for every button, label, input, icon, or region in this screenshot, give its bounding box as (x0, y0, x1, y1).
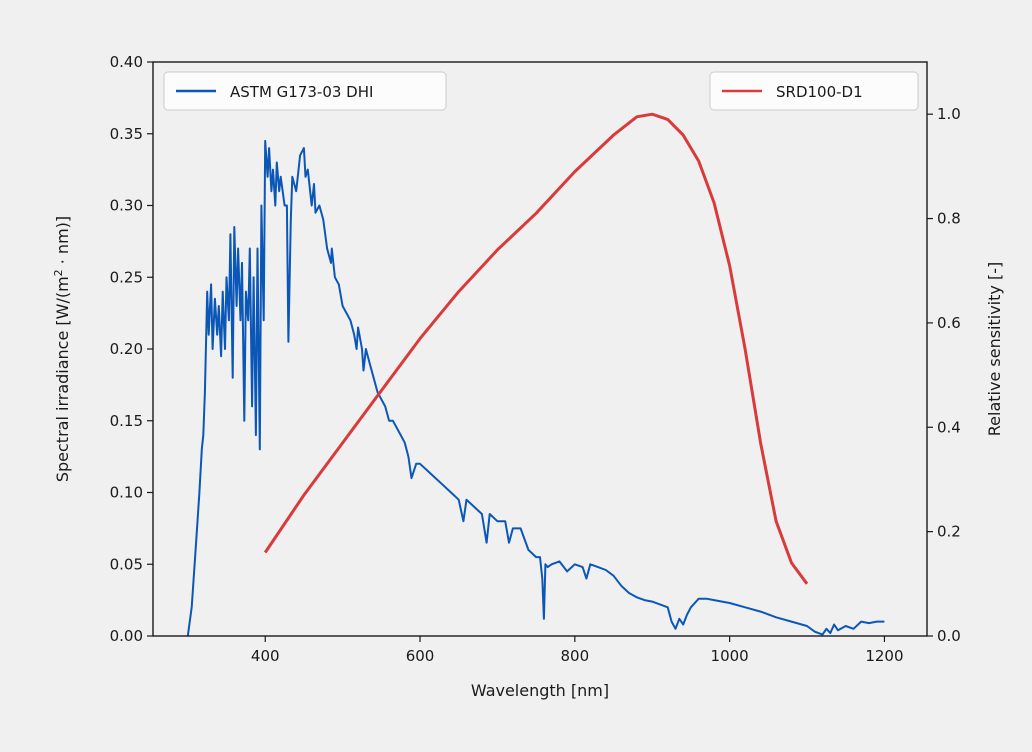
ticks-layer: 400 600 800 1000 1200 0.00 0.05 0.10 0.15 0.20 0.2… (110, 53, 961, 665)
y-tick-label: 0.05 (110, 555, 143, 573)
series-layer (186, 112, 885, 637)
y-tick-label: 0.15 (110, 412, 143, 430)
y-tick-label: 0.30 (110, 197, 143, 215)
x-tick-label: 1000 (711, 647, 749, 665)
y2-tick-label: 0.2 (937, 523, 961, 541)
y-tick-label: 0.20 (110, 340, 143, 358)
y-tick-label: 0.25 (110, 268, 143, 286)
y2-tick-label: 1.0 (937, 105, 961, 123)
y2-tick-label: 0.0 (937, 627, 961, 645)
legend-right: SRD100-D1 (709, 71, 919, 111)
y-axis-label: Spectral irradiance [W/(m2 · nm)] (52, 216, 72, 482)
legend-left-label: ASTM G173-03 DHI (230, 83, 373, 101)
y2-tick-label: 0.8 (937, 210, 961, 228)
legend-right-box (709, 71, 919, 111)
series-line-srd100-d1 (263, 112, 809, 585)
x-tick-label: 800 (561, 647, 590, 665)
y-tick-label: 0.40 (110, 53, 143, 71)
y2-tick-label: 0.6 (937, 314, 961, 332)
y-axis-label-suffix: · nm)] (53, 216, 72, 269)
legend-left: ASTM G173-03 DHI (163, 71, 447, 111)
x-axis-label: Wavelength [nm] (471, 681, 609, 700)
legend-left-box (163, 71, 447, 111)
y-axis-label-superscript: 2 (52, 269, 65, 276)
x-tick-label: 600 (406, 647, 435, 665)
y2-tick-label: 0.4 (937, 418, 961, 436)
y-tick-label: 0.00 (110, 627, 143, 645)
y-tick-label: 0.35 (110, 125, 143, 143)
y-tick-label: 0.10 (110, 484, 143, 502)
legend-right-label: SRD100-D1 (776, 83, 863, 101)
x-tick-label: 1200 (865, 647, 903, 665)
y2-axis-label: Relative sensitivity [-] (985, 262, 1004, 436)
x-tick-label: 400 (251, 647, 280, 665)
